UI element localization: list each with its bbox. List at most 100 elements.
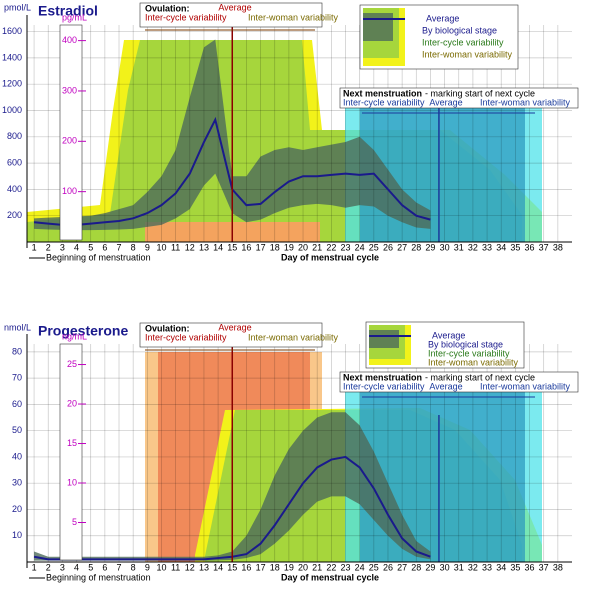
x-tick-label: 15 (227, 242, 237, 252)
legend-label: Inter-cycle variability (428, 348, 510, 358)
y-tick-label: 1000 (2, 105, 22, 115)
x-tick-label: 25 (369, 242, 379, 252)
x-tick-label: 26 (383, 562, 393, 572)
x-tick-label: 9 (145, 562, 150, 572)
biological-stage-band (34, 39, 431, 231)
x-tick-label: 11 (171, 242, 180, 252)
x-axis-label: Day of menstrual cycle (281, 572, 379, 582)
x-tick-label: 23 (340, 242, 350, 252)
x-tick-label: 36 (525, 242, 535, 252)
x-tick-label: 28 (411, 562, 421, 572)
next-average: Average (429, 97, 462, 107)
start-label: Beginning of menstruation (46, 252, 151, 262)
next-inter-woman: Inter-woman variability (480, 97, 571, 107)
y2-tick-label: 5 (72, 517, 77, 527)
x-tick-label: 31 (454, 242, 464, 252)
x-tick-label: 23 (340, 562, 350, 572)
next-subtitle: - marking start of next cycle (425, 372, 535, 382)
x-tick-label: 24 (355, 562, 365, 572)
y2-tick-label: 15 (67, 438, 77, 448)
x-tick-label: 6 (102, 562, 107, 572)
variability-region (360, 390, 525, 562)
ovulation-inter-woman: Inter-woman variability (248, 332, 339, 342)
legend-label: Inter-woman variability (422, 49, 513, 59)
y2-axis-box (59, 24, 83, 241)
x-tick-label: 15 (227, 562, 237, 572)
y-tick-label: 600 (7, 157, 22, 167)
x-tick-label: 34 (496, 242, 506, 252)
y2-tick-label: 100 (62, 186, 77, 196)
x-tick-label: 6 (102, 242, 107, 252)
x-tick-label: 35 (510, 562, 520, 572)
x-tick-label: 35 (510, 242, 520, 252)
y-tick-label: 1600 (2, 26, 22, 36)
y2-tick-label: 300 (62, 85, 77, 95)
ovulation-inter-cycle: Inter-cycle variability (145, 332, 227, 342)
x-tick-label: 12 (185, 242, 195, 252)
x-tick-label: 8 (131, 562, 136, 572)
y-tick-label: 30 (12, 478, 22, 488)
y2-tick-label: 10 (67, 477, 77, 487)
y-tick-label: 1200 (2, 79, 22, 89)
x-tick-label: 34 (496, 562, 506, 572)
ovulation-title: Ovulation: (145, 323, 190, 333)
x-tick-label: 10 (156, 562, 166, 572)
x-tick-label: 17 (256, 242, 266, 252)
x-tick-label: 36 (525, 562, 535, 572)
x-tick-label: 28 (411, 242, 421, 252)
x-tick-label: 27 (397, 242, 407, 252)
ovulation-title: Ovulation: (145, 3, 190, 13)
x-tick-label: 8 (131, 242, 136, 252)
ovulation-inter-cycle: Inter-cycle variability (145, 12, 227, 22)
y-tick-label: 40 (12, 451, 22, 461)
legend-label: Inter-cycle variability (422, 37, 504, 47)
x-tick-label: 33 (482, 562, 492, 572)
x-tick-label: 32 (468, 562, 478, 572)
chart-title: Progesterone (38, 323, 128, 339)
legend-swatch-stage (369, 330, 399, 348)
next-box (339, 87, 579, 109)
y-axis-label: pmol/L (4, 2, 31, 12)
x-tick-label: 21 (312, 242, 322, 252)
x-tick-label: 3 (60, 242, 65, 252)
ovulation-box (139, 322, 323, 348)
x-tick-label: 2 (46, 562, 51, 572)
next-average: Average (429, 381, 462, 391)
chart-title: Estradiol (38, 3, 98, 19)
y-tick-label: 400 (7, 184, 22, 194)
x-tick-label: 7 (117, 562, 122, 572)
x-tick-label: 29 (425, 242, 435, 252)
ovulation-inter-woman: Inter-woman variability (248, 12, 339, 22)
x-axis-label: Day of menstrual cycle (281, 252, 379, 262)
legend-label: By biological stage (428, 339, 503, 349)
x-tick-label: 11 (171, 562, 180, 572)
y2-tick-label: 400 (62, 35, 77, 45)
next-inter-cycle: Inter-cycle variability (343, 381, 425, 391)
x-tick-label: 38 (553, 242, 563, 252)
x-tick-label: 14 (213, 562, 223, 572)
ovulation-box (139, 2, 323, 28)
y-tick-label: 70 (12, 373, 22, 383)
ovulation-average: Average (218, 322, 251, 332)
y-tick-label: 80 (12, 346, 22, 356)
y-axis-label: nmol/L (4, 322, 31, 332)
x-tick-label: 29 (425, 562, 435, 572)
y-tick-label: 1400 (2, 52, 22, 62)
next-box (339, 371, 579, 393)
x-tick-label: 1 (32, 242, 37, 252)
x-tick-label: 13 (199, 562, 209, 572)
x-tick-label: 9 (145, 242, 150, 252)
y2-axis-box (59, 343, 83, 561)
x-tick-label: 33 (482, 242, 492, 252)
x-tick-label: 13 (199, 242, 209, 252)
y-tick-label: 60 (12, 399, 22, 409)
y-tick-label: 800 (7, 131, 22, 141)
x-tick-label: 31 (454, 562, 464, 572)
x-tick-label: 12 (185, 562, 195, 572)
x-tick-label: 22 (326, 562, 336, 572)
ovulation-average: Average (218, 2, 251, 12)
y2-tick-label: 25 (67, 359, 77, 369)
x-tick-label: 30 (440, 242, 450, 252)
